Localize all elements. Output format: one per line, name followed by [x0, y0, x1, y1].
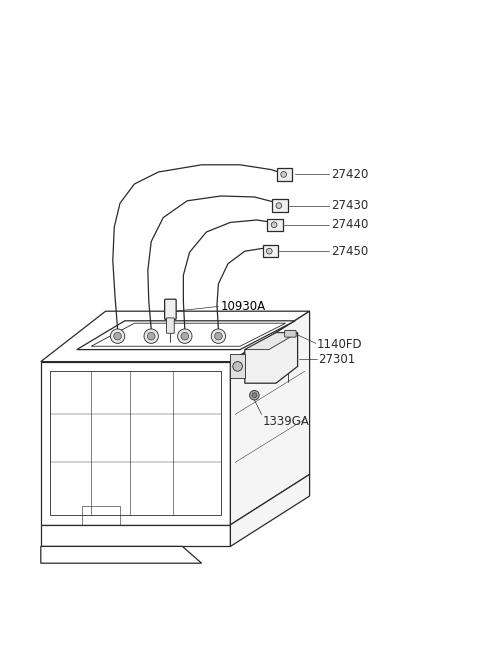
- Circle shape: [178, 329, 192, 343]
- Text: 27450: 27450: [331, 245, 369, 258]
- FancyBboxPatch shape: [167, 318, 174, 333]
- Circle shape: [271, 222, 277, 228]
- Circle shape: [147, 333, 155, 340]
- FancyBboxPatch shape: [267, 218, 283, 231]
- Circle shape: [276, 203, 282, 209]
- FancyBboxPatch shape: [285, 331, 296, 337]
- Text: 27420: 27420: [331, 168, 369, 181]
- Polygon shape: [230, 474, 310, 546]
- Polygon shape: [41, 311, 310, 361]
- Polygon shape: [77, 321, 295, 350]
- FancyBboxPatch shape: [272, 199, 288, 212]
- Circle shape: [233, 361, 242, 371]
- Text: 27301: 27301: [318, 353, 355, 365]
- Polygon shape: [230, 311, 310, 525]
- Polygon shape: [245, 333, 298, 383]
- Polygon shape: [230, 354, 245, 379]
- Circle shape: [215, 333, 222, 340]
- Circle shape: [266, 249, 272, 254]
- FancyBboxPatch shape: [263, 245, 278, 257]
- FancyBboxPatch shape: [277, 168, 292, 180]
- Text: 1339GA: 1339GA: [263, 415, 310, 428]
- Circle shape: [110, 329, 125, 343]
- Text: 27430: 27430: [331, 199, 369, 212]
- Circle shape: [144, 329, 158, 343]
- Text: 1140FD: 1140FD: [317, 338, 362, 352]
- Circle shape: [114, 333, 121, 340]
- Text: 27440: 27440: [331, 218, 369, 232]
- Polygon shape: [41, 525, 230, 546]
- Circle shape: [181, 333, 189, 340]
- FancyBboxPatch shape: [165, 299, 176, 319]
- Circle shape: [252, 393, 257, 398]
- Circle shape: [250, 390, 259, 400]
- Polygon shape: [41, 546, 202, 564]
- Polygon shape: [245, 333, 298, 350]
- Circle shape: [211, 329, 226, 343]
- Text: 10930A: 10930A: [221, 300, 266, 313]
- Polygon shape: [41, 361, 230, 525]
- Circle shape: [281, 171, 287, 177]
